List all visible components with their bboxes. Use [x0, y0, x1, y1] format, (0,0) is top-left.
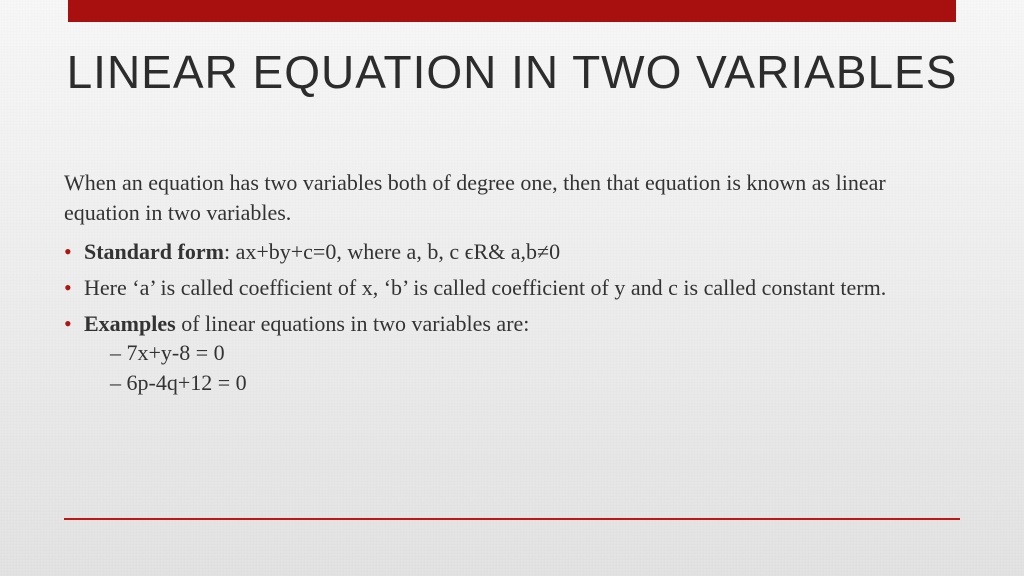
intro-text: When an equation has two variables both … [64, 168, 960, 227]
sub-item: – 6p-4q+12 = 0 [84, 368, 960, 398]
list-item: Here ‘a’ is called coefficient of x, ‘b’… [64, 273, 960, 303]
bullet-lead: Examples [84, 311, 176, 336]
bullet-rest: of linear equations in two variables are… [176, 311, 530, 336]
bullet-lead: Standard form [84, 239, 224, 264]
list-item: Standard form: ax+by+c=0, where a, b, c … [64, 237, 960, 267]
slide-title: LINEAR EQUATION IN TWO VARIABLES [0, 48, 1024, 96]
bullet-list: Standard form: ax+by+c=0, where a, b, c … [64, 237, 960, 397]
slide-body: When an equation has two variables both … [64, 168, 960, 404]
bullet-rest: : ax+by+c=0, where a, b, c ϵR& a,b≠0 [224, 239, 560, 264]
sub-item: – 7x+y-8 = 0 [84, 338, 960, 368]
list-item: Examples of linear equations in two vari… [64, 309, 960, 398]
top-accent-bar [68, 0, 956, 22]
bottom-divider [64, 518, 960, 520]
bullet-text: Here ‘a’ is called coefficient of x, ‘b’… [84, 275, 886, 300]
